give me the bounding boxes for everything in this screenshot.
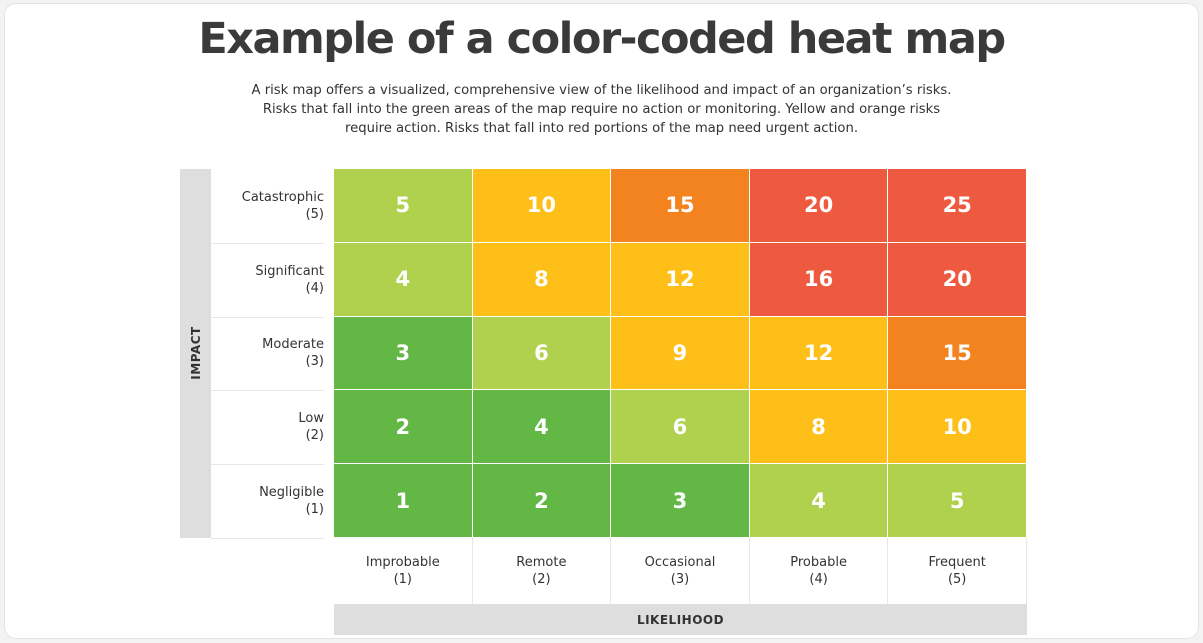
row-label-moderate: Moderate (3) [211, 317, 324, 392]
column-label-name: Occasional [644, 555, 716, 570]
column-label-name: Probable [790, 555, 847, 570]
heatmap-cell: 20 [888, 242, 1027, 317]
likelihood-axis-label: LIKELIHOOD [334, 604, 1027, 635]
chart-title: Example of a color-coded heat map [198, 14, 1006, 64]
heatmap-cell: 15 [888, 316, 1027, 391]
column-label-score: (3) [670, 572, 690, 587]
heatmap-cell: 20 [749, 169, 889, 243]
column-label-score: (2) [532, 572, 551, 587]
heatmap-cell: 25 [888, 169, 1027, 243]
heatmap-cell: 6 [611, 390, 750, 465]
row-label-score: (5) [305, 206, 324, 222]
impact-axis-bar [180, 169, 211, 538]
column-label-name: Remote [516, 555, 567, 570]
chart-subtitle: A risk map offers a visualized, comprehe… [0, 81, 1203, 138]
heatmap-cell: 4 [334, 242, 473, 317]
heatmap-cell: 8 [749, 390, 889, 465]
heatmap-cell: 6 [472, 316, 612, 391]
column-label-name: Improbable [365, 555, 440, 570]
row-label-name: Catastrophic [241, 189, 324, 205]
row-label-name: Low [298, 411, 324, 427]
heatmap-cell: 5 [334, 169, 473, 243]
column-label-frequent: Frequent (5) [888, 538, 1027, 604]
row-label-catastrophic: Catastrophic (5) [211, 169, 324, 244]
subtitle-line: Risks that fall into the green areas of … [262, 102, 941, 117]
row-label-name: Moderate [262, 337, 324, 353]
heatmap-cell: 9 [611, 316, 750, 391]
column-label-remote: Remote (2) [473, 538, 612, 604]
row-label-name: Significant [255, 263, 324, 279]
heatmap-cell: 10 [472, 169, 612, 243]
heatmap-cell: 12 [749, 316, 889, 391]
subtitle-line: A risk map offers a visualized, comprehe… [251, 83, 952, 98]
column-label-occasional: Occasional (3) [611, 538, 750, 604]
column-label-improbable: Improbable (1) [334, 538, 473, 604]
row-label-score: (4) [305, 280, 324, 296]
column-label-probable: Probable (4) [750, 538, 889, 604]
row-label-score: (3) [305, 354, 324, 370]
heatmap-cell: 16 [749, 242, 889, 317]
heatmap-cell: 8 [472, 242, 612, 317]
heatmap-cell: 2 [472, 464, 612, 538]
row-label-negligible: Negligible (1) [211, 464, 324, 539]
column-label-score: (1) [393, 572, 412, 587]
row-label-name: Negligible [259, 485, 324, 501]
heatmap-cell: 10 [888, 390, 1027, 465]
row-label-significant: Significant (4) [211, 243, 324, 318]
heatmap-cell: 4 [472, 390, 612, 465]
column-label-score: (4) [809, 572, 828, 587]
heatmap-cell: 12 [611, 242, 750, 317]
heatmap-cell: 3 [611, 464, 750, 538]
heatmap-cell: 5 [888, 464, 1027, 538]
row-label-low: Low (2) [211, 390, 324, 466]
heatmap-cell: 2 [334, 390, 473, 465]
subtitle-line: require action. Risks that fall into red… [344, 121, 859, 136]
row-label-score: (1) [305, 502, 324, 518]
heatmap-cell: 4 [749, 464, 889, 538]
column-label-name: Frequent [928, 555, 986, 570]
impact-axis-label: IMPACT [189, 326, 203, 380]
heatmap-cell: 3 [334, 316, 473, 391]
heatmap-cell: 1 [334, 464, 473, 538]
heatmap-cell: 15 [611, 169, 750, 243]
row-label-score: (2) [305, 428, 324, 444]
column-label-score: (5) [947, 572, 967, 587]
